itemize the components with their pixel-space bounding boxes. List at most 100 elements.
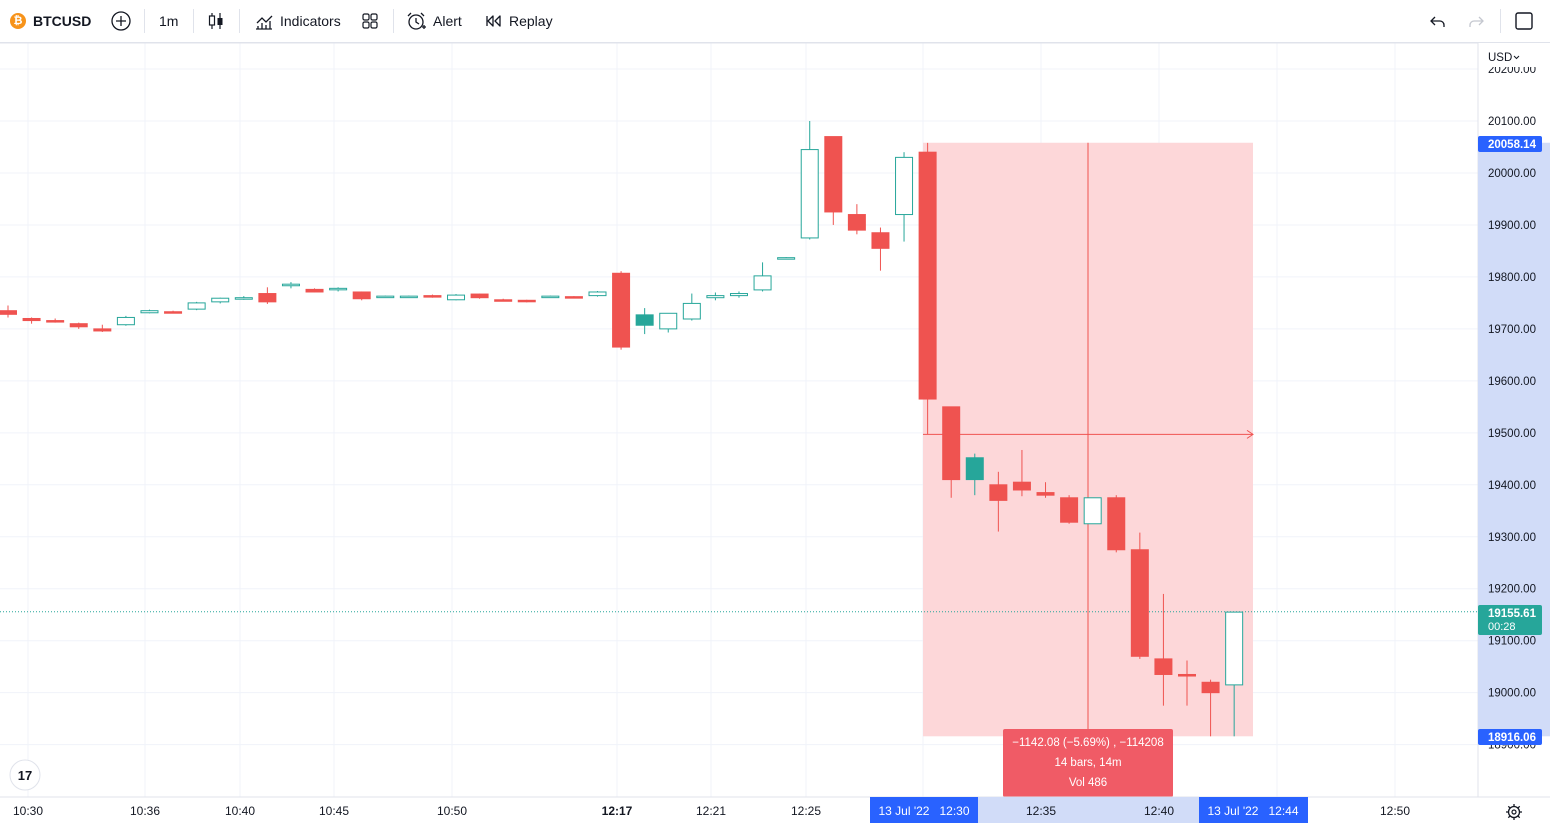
candle (1201, 679, 1220, 737)
price-tick-label: 19400.00 (1488, 480, 1536, 492)
layouts-button[interactable] (361, 0, 379, 42)
candle-body (22, 317, 41, 322)
candle (918, 142, 937, 435)
range-end-time-label: 13 Jul '22 12:44 (1199, 797, 1308, 823)
candle-body (1201, 681, 1220, 694)
low-price-label-background (1478, 729, 1542, 745)
time-tick-label: 10:50 (437, 804, 467, 818)
range-end-time-label-background (1199, 797, 1308, 823)
range-start-time-value: 13 Jul '22 12:30 (878, 804, 969, 818)
candle (305, 288, 324, 293)
candle (164, 310, 183, 314)
time-tick-label: 10:36 (130, 804, 160, 818)
candle (352, 291, 371, 301)
price-axis-ticks: 20200.00 20100.00 20000.00 19900.00 19800.00… (1488, 64, 1536, 752)
candle (541, 295, 560, 299)
candle-body (1107, 497, 1126, 551)
undo-button[interactable] (1429, 0, 1447, 42)
candle (1178, 660, 1196, 706)
time-axis-ticks: 10:30 10:36 10:40 10:45 10:50 12:17 12:21 12:25… (13, 804, 1410, 818)
time-tick-label: 12:25 (791, 804, 821, 818)
candle-body (1036, 492, 1055, 496)
redo-icon (1469, 16, 1484, 27)
candle (329, 287, 348, 292)
tradingview-logo-icon: 17 (18, 768, 32, 783)
candle (564, 296, 583, 299)
candle-body (729, 293, 748, 297)
chart-pane-background (0, 43, 1478, 797)
time-tick-label: 12:17 (602, 804, 633, 818)
candle-body (258, 293, 277, 303)
replay-button[interactable]: Replay (485, 0, 553, 42)
chart-settings-button-background (1478, 798, 1550, 826)
rewind-icon (486, 15, 501, 27)
candle-body (871, 232, 890, 249)
measure-arrow-head (1246, 429, 1254, 439)
measure-tooltip: −1142.08 (−5.69%) , −114208 14 bars, 14m… (1003, 729, 1173, 797)
candle-body (1154, 658, 1173, 675)
toolbar-divider (193, 9, 194, 33)
candle (281, 282, 300, 289)
candle (46, 318, 65, 323)
candle (824, 136, 843, 225)
last-price-label: 19155.61 00:28 (1478, 605, 1542, 635)
replay-label: Replay (509, 13, 553, 29)
chart-settings-button[interactable] (1478, 798, 1550, 826)
candle (588, 290, 607, 297)
toolbar-divider (239, 9, 240, 33)
candle (871, 227, 890, 271)
tradingview-logo[interactable]: 17 (9, 759, 41, 791)
chevron-down-icon (1513, 55, 1520, 60)
candle-body (942, 406, 961, 481)
candle-body (706, 295, 725, 299)
price-tick-label: 20200.00 (1488, 64, 1536, 76)
alert-button[interactable]: Alert (406, 0, 462, 42)
add-circle-icon (111, 11, 131, 31)
symbol-search-button[interactable]: ₿ BTCUSD (10, 0, 91, 42)
range-start-time-label: 13 Jul '22 12:30 (870, 797, 978, 823)
price-tick-label: 19200.00 (1488, 584, 1536, 596)
candle-body (352, 291, 371, 300)
candle (258, 287, 277, 304)
high-price-value: 20058.14 (1488, 139, 1537, 151)
interval-button[interactable]: 1m (159, 0, 178, 42)
candle-body (281, 283, 300, 287)
candle-body (564, 296, 583, 299)
candle-body (682, 302, 701, 320)
redo-button[interactable] (1467, 0, 1485, 42)
price-tick-label: 19900.00 (1488, 220, 1536, 232)
candle (895, 152, 914, 242)
low-price-label: 18916.06 (1478, 729, 1542, 745)
range-end-time-value: 13 Jul '22 12:44 (1207, 804, 1298, 818)
undo-icon (1430, 16, 1445, 27)
candle (1012, 449, 1031, 497)
candle-body (541, 295, 560, 299)
candle (93, 324, 112, 332)
candle (635, 308, 654, 335)
high-price-label: 20058.14 (1478, 136, 1542, 152)
candle-body (965, 457, 984, 481)
price-tick-label: 19100.00 (1488, 636, 1536, 648)
candle (211, 297, 230, 304)
bar-countdown: 00:28 (1488, 621, 1516, 633)
time-tick-label: 12:50 (1380, 804, 1410, 818)
fullscreen-icon (1515, 12, 1533, 30)
candle-body (399, 295, 418, 299)
candle (470, 293, 489, 299)
compare-symbol-button[interactable] (110, 0, 132, 42)
candle-body (612, 272, 631, 348)
candle (777, 257, 796, 260)
candle-body (305, 288, 324, 293)
candle (1060, 495, 1079, 524)
candle (965, 453, 984, 496)
chart-type-button[interactable] (207, 0, 225, 42)
candle (847, 204, 866, 235)
fullscreen-button[interactable] (1514, 0, 1534, 42)
candlestick-chart[interactable]: 20200.00 20100.00 20000.00 19900.00 19800.00… (0, 43, 1550, 827)
candle (1083, 497, 1102, 525)
currency-selector[interactable]: USD (1480, 47, 1546, 67)
grid-layout-icon (362, 13, 378, 29)
indicators-button[interactable]: Indicators (254, 0, 341, 42)
candle-body (753, 275, 772, 291)
price-tick-label: 20000.00 (1488, 168, 1536, 180)
